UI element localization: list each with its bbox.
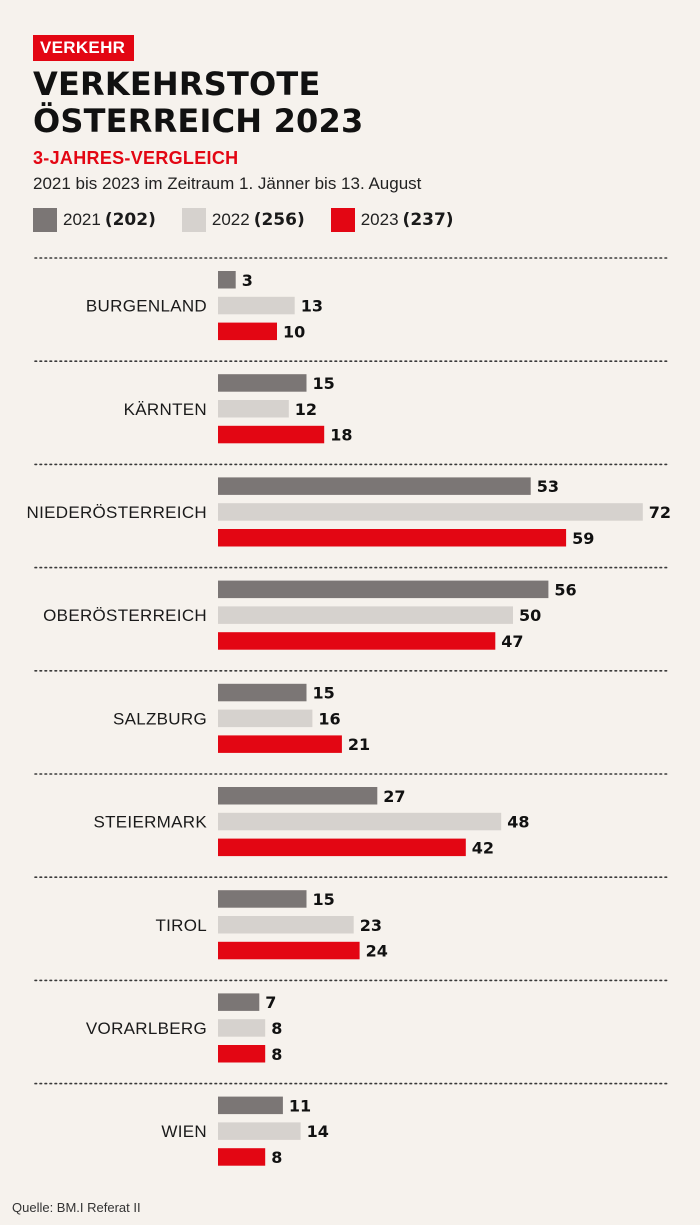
legend-item-2021: 2021 (202)	[33, 208, 156, 232]
value-label-2023-niederoesterreich: 59	[572, 529, 594, 548]
bar-2021-tirol	[218, 890, 307, 908]
category-label-vorarlberg: VORARLBERG	[86, 1019, 207, 1038]
bar-2023-vorarlberg	[218, 1045, 266, 1063]
category-label-tirol: TIROL	[155, 916, 207, 935]
bar-2022-burgenland	[218, 296, 295, 315]
value-label-2022-salzburg: 16	[318, 709, 340, 728]
bar-chart: BURGENLAND 3 13 10 KÄRNTEN 15 12 18 NIEDERÖSTERR…	[27, 257, 671, 1167]
legend-total-2022: (256)	[253, 210, 305, 230]
bar-2022-vorarlberg	[218, 1019, 266, 1037]
legend-swatch-2023	[330, 208, 355, 232]
category-label-burgenland: BURGENLAND	[86, 297, 207, 316]
bar-2022-steiermark	[218, 812, 502, 831]
bar-2023-oberoesterreich	[218, 632, 496, 650]
value-label-2022-oberoesterreich: 50	[519, 606, 541, 625]
source-note: Quelle: BM.I Referat II	[12, 1200, 141, 1215]
category-label-wien: WIEN	[161, 1122, 207, 1141]
legend-year-2022: 2022	[211, 210, 250, 229]
category-label-salzburg: SALZBURG	[113, 709, 207, 728]
bar-2023-kaernten	[218, 425, 325, 444]
bar-2023-steiermark	[218, 838, 466, 857]
value-label-2023-kaernten: 18	[330, 426, 352, 445]
bar-2022-tirol	[218, 916, 354, 934]
bar-2022-wien	[218, 1122, 301, 1140]
value-label-2021-wien: 11	[289, 1096, 311, 1115]
value-label-2023-oberoesterreich: 47	[501, 632, 523, 651]
value-label-2021-oberoesterreich: 56	[554, 580, 576, 599]
bar-2021-niederoesterreich	[218, 477, 531, 495]
legend-swatch-2022	[181, 208, 206, 232]
legend-swatch-2021	[33, 208, 57, 232]
value-label-2021-niederoesterreich: 53	[537, 477, 559, 496]
value-label-2021-kaernten: 15	[313, 374, 335, 393]
value-label-2021-tirol: 15	[313, 890, 335, 909]
legend-total-2023: (237)	[402, 210, 454, 230]
title-line-1: VERKEHRSTOTE	[33, 65, 321, 103]
legend-item-2022: 2022 (256)	[181, 208, 305, 232]
value-label-2022-kaernten: 12	[295, 400, 317, 419]
title-line-2: ÖSTERREICH 2023	[33, 102, 364, 140]
category-label-kaernten: KÄRNTEN	[124, 400, 207, 419]
bar-2022-oberoesterreich	[218, 606, 513, 624]
value-label-2023-tirol: 24	[366, 942, 388, 961]
bar-2022-kaernten	[218, 400, 289, 418]
value-label-2022-vorarlberg: 8	[271, 1019, 282, 1038]
value-label-2021-salzburg: 15	[313, 684, 335, 703]
value-label-2023-steiermark: 42	[472, 838, 494, 857]
bar-2023-salzburg	[218, 735, 342, 753]
bar-2023-wien	[218, 1148, 266, 1166]
legend-year-2021: 2021	[63, 210, 101, 229]
value-label-2023-wien: 8	[271, 1148, 282, 1167]
chart-description: 2021 bis 2023 im Zeitraum 1. Jänner bis …	[33, 174, 422, 193]
value-label-2021-vorarlberg: 7	[265, 993, 276, 1012]
value-label-2022-wien: 14	[307, 1122, 329, 1141]
value-label-2022-burgenland: 13	[301, 297, 323, 316]
bar-2021-steiermark	[218, 787, 378, 805]
bar-2023-tirol	[218, 941, 360, 960]
bar-2023-burgenland	[218, 322, 277, 341]
bar-2021-oberoesterreich	[218, 580, 549, 599]
category-label-steiermark: STEIERMARK	[93, 813, 207, 832]
value-label-2023-vorarlberg: 8	[271, 1045, 282, 1064]
chart-title: VERKEHRSTOTE ÖSTERREICH 2023	[33, 66, 673, 140]
value-label-2023-salzburg: 21	[348, 735, 370, 754]
bar-2022-niederoesterreich	[218, 503, 643, 521]
bar-2021-wien	[218, 1096, 283, 1115]
category-label-niederoesterreich: NIEDERÖSTERREICH	[27, 503, 208, 522]
bar-2021-salzburg	[218, 683, 307, 702]
value-label-2022-tirol: 23	[360, 916, 382, 935]
bar-2023-niederoesterreich	[218, 529, 567, 547]
chart-subtitle: 3-JAHRES-VERGLEICH	[33, 148, 239, 168]
section-kicker: VERKEHR	[33, 35, 135, 61]
bar-2021-vorarlberg	[218, 993, 260, 1011]
value-label-2022-niederoesterreich: 72	[649, 503, 671, 522]
value-label-2021-burgenland: 3	[242, 271, 253, 290]
value-label-2022-steiermark: 48	[507, 813, 529, 832]
bar-2021-kaernten	[218, 374, 307, 392]
category-label-oberoesterreich: OBERÖSTERREICH	[43, 606, 207, 625]
legend-item-2023: 2023 (237)	[330, 208, 454, 232]
bar-2021-burgenland	[218, 271, 236, 289]
legend-total-2021: (202)	[104, 210, 156, 230]
legend: 2021 (202) 2022 (256) 2023 (237)	[33, 208, 480, 232]
value-label-2023-burgenland: 10	[283, 322, 305, 341]
value-label-2021-steiermark: 27	[383, 787, 405, 806]
bar-2022-salzburg	[218, 709, 313, 728]
legend-year-2023: 2023	[360, 210, 399, 229]
